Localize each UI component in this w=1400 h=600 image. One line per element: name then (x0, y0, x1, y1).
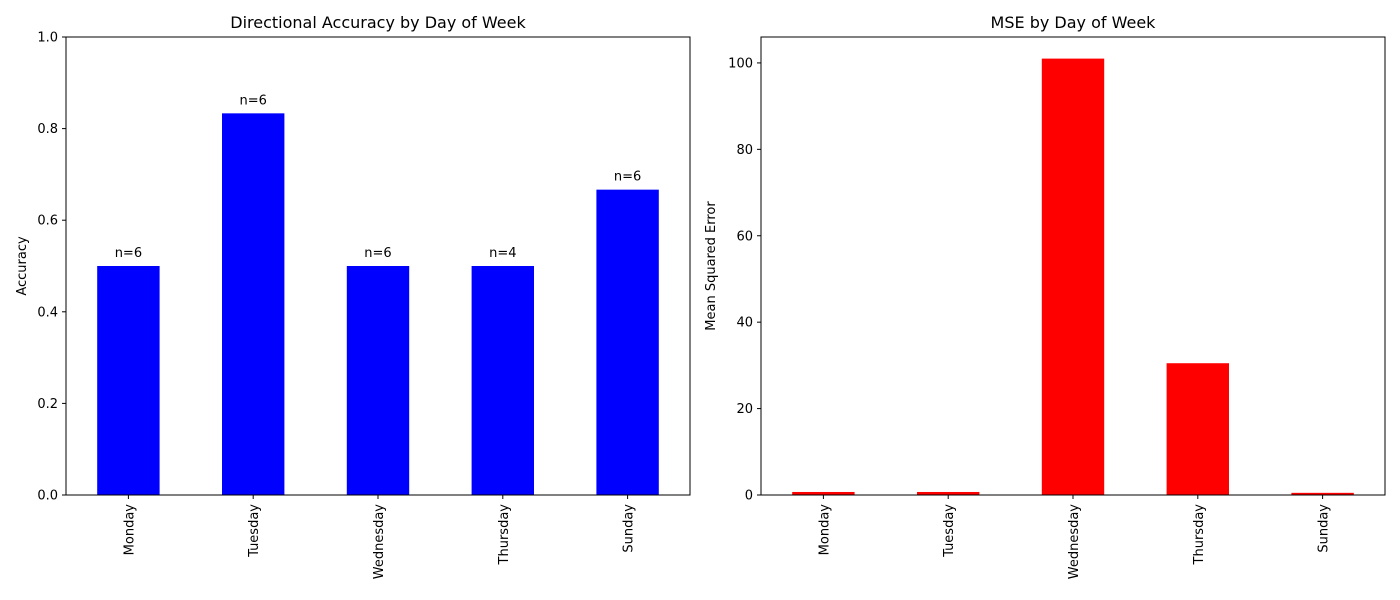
accuracy-y-tick-label: 0.8 (37, 122, 58, 137)
accuracy-bar-label: n=4 (489, 246, 516, 261)
mse-x-tick-label: Tuesday (942, 504, 957, 558)
mse-chart-title: MSE by Day of Week (991, 13, 1157, 32)
mse-x-tick-label: Wednesday (1067, 504, 1082, 580)
accuracy-bar-label: n=6 (239, 93, 266, 108)
accuracy-bar-thursday (471, 266, 534, 495)
mse-y-tick-label: 100 (728, 56, 753, 71)
accuracy-bar-monday (97, 266, 160, 495)
accuracy-y-tick-label: 0.4 (37, 305, 58, 320)
mse-plot-frame (760, 36, 1386, 496)
accuracy-plot-frame (65, 36, 691, 496)
accuracy-bar-label: n=6 (614, 170, 641, 185)
mse-chart: MSE by Day of Week Mean Squared Error Mo… (704, 13, 1386, 580)
mse-y-tick-label: 80 (736, 143, 753, 158)
mse-y-tick-label: 40 (736, 316, 753, 331)
mse-bar-wednesday (1041, 58, 1105, 496)
accuracy-y-tick-label: 0.2 (37, 397, 58, 412)
accuracy-bar-label: n=6 (364, 246, 391, 261)
mse-y-tick-label: 20 (736, 402, 753, 417)
mse-x-tick-label: Thursday (1192, 504, 1207, 566)
mse-bar-thursday (1166, 363, 1229, 495)
accuracy-y-tick-label: 1.0 (37, 31, 58, 46)
accuracy-x-tick-label: Wednesday (372, 504, 387, 580)
accuracy-x-tick-label: Monday (122, 504, 137, 556)
accuracy-x-tick-label: Thursday (497, 504, 512, 566)
mse-bar-sunday (1291, 492, 1354, 495)
accuracy-chart-title: Directional Accuracy by Day of Week (230, 13, 526, 32)
mse-bar-tuesday (917, 491, 980, 495)
mse-x-tick-label: Sunday (1317, 504, 1332, 553)
mse-y-tick-label: 0 (745, 489, 753, 504)
accuracy-y-axis-label: Accuracy (15, 236, 30, 296)
accuracy-bar-tuesday (222, 113, 285, 495)
mse-x-tick-label: Monday (817, 504, 832, 556)
mse-bar-monday (792, 491, 855, 495)
mse-y-tick-label: 60 (736, 229, 753, 244)
accuracy-bar-sunday (596, 189, 659, 495)
accuracy-bar-label: n=6 (115, 246, 142, 261)
accuracy-x-tick-label: Sunday (622, 504, 637, 553)
accuracy-chart: Directional Accuracy by Day of Week Accu… (15, 13, 691, 580)
accuracy-y-tick-label: 0.0 (37, 489, 58, 504)
accuracy-x-tick-label: Tuesday (247, 504, 262, 558)
mse-y-axis-label: Mean Squared Error (704, 201, 719, 331)
accuracy-y-tick-label: 0.6 (37, 214, 58, 229)
accuracy-bar-wednesday (346, 266, 410, 495)
